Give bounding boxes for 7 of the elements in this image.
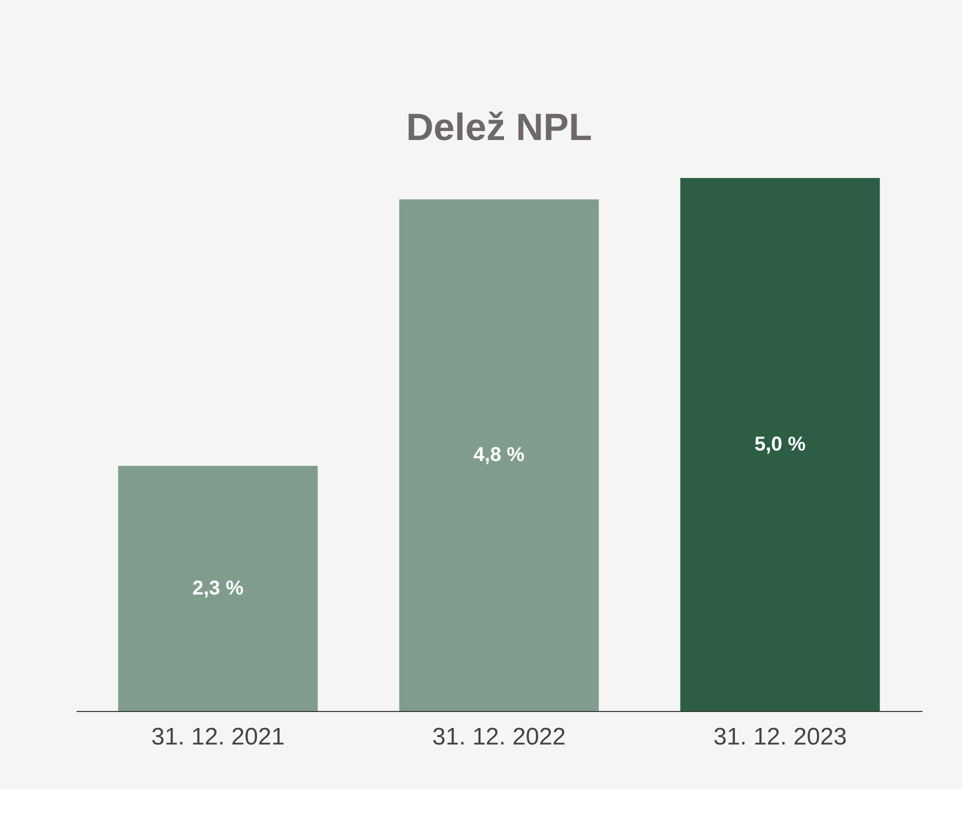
data-label: 5,0 % — [754, 434, 806, 456]
x-tick-label: 31. 12. 2022 — [432, 724, 566, 750]
data-label: 4,8 % — [473, 444, 525, 466]
data-label: 2,3 % — [192, 577, 244, 600]
chart-title: Delež NPL — [406, 107, 592, 149]
x-tick-label: 31. 12. 2021 — [151, 724, 285, 750]
x-tick-label: 31. 12. 2023 — [713, 724, 847, 750]
